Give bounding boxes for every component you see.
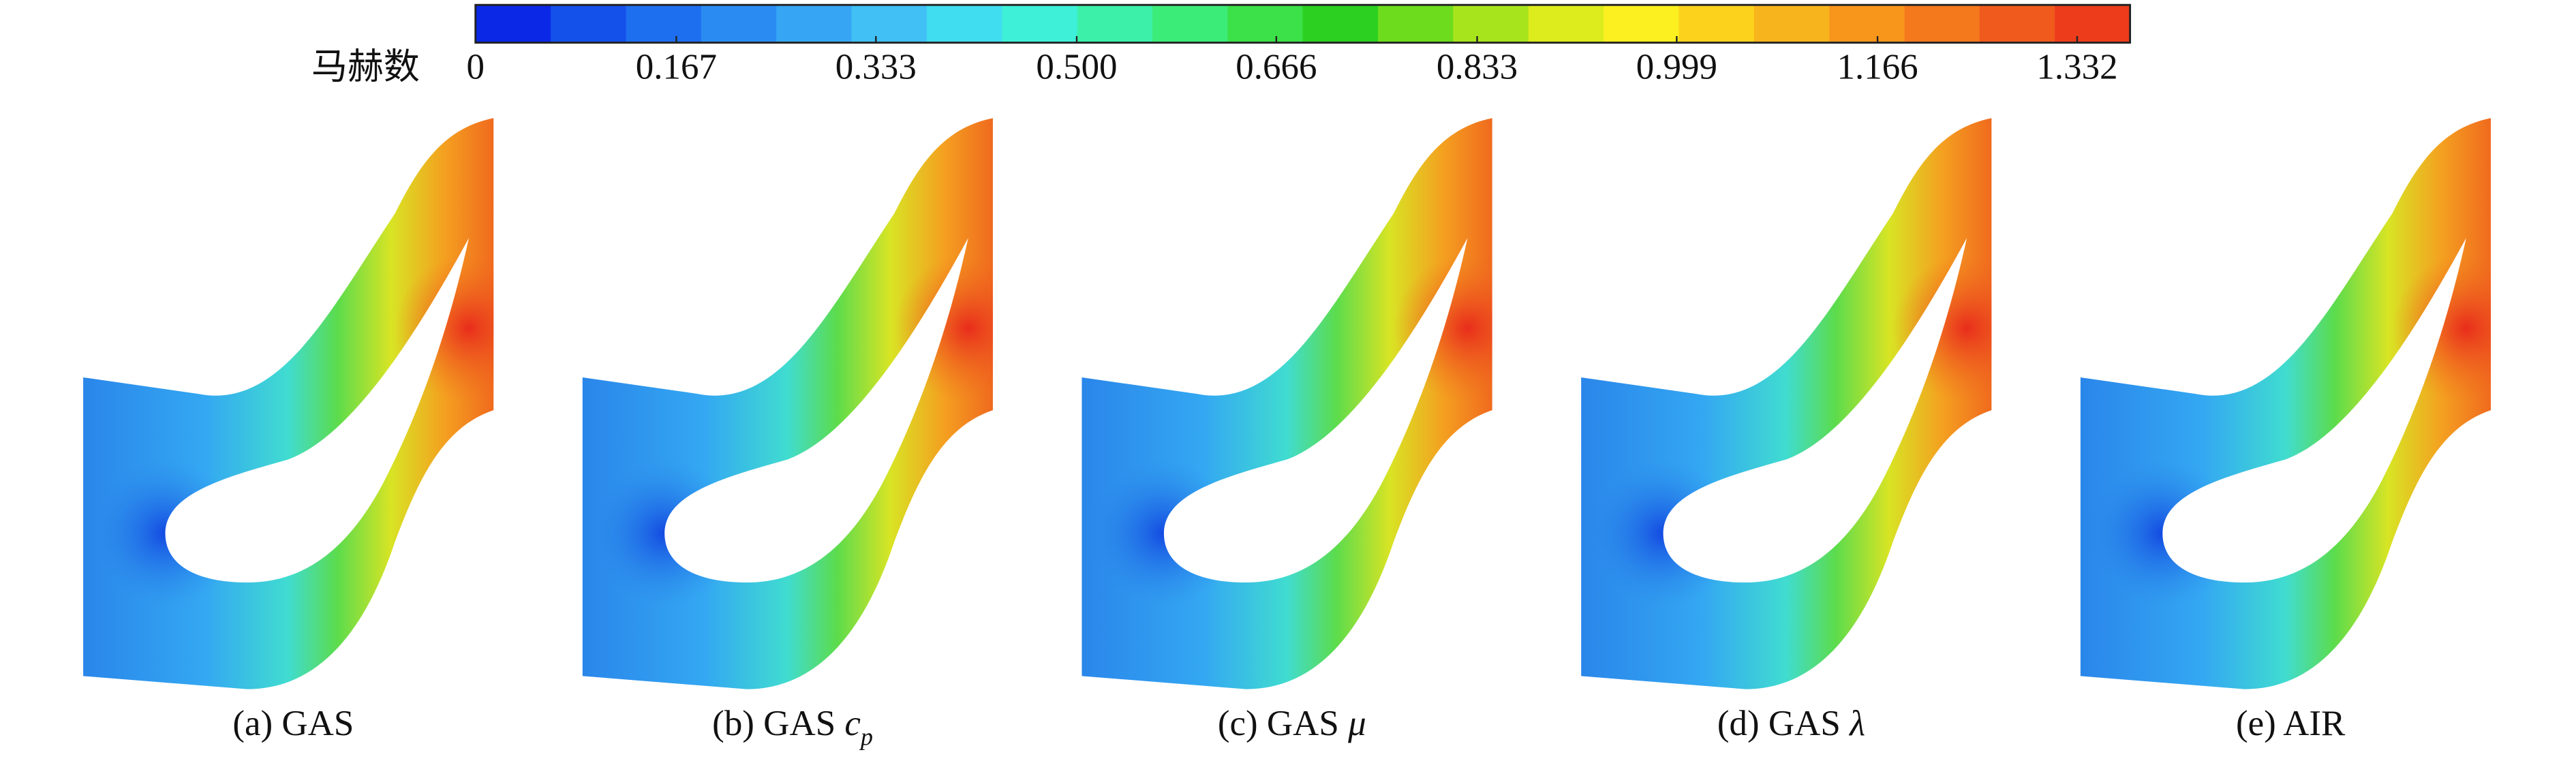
colorbar-band [1378, 5, 1454, 43]
caption-text: (d) GAS [1717, 704, 1841, 743]
colorbar-tick-label: 0.167 [636, 48, 717, 87]
colorbar-tick-label: 0.666 [1236, 48, 1317, 87]
caption-subscript: p [859, 723, 873, 751]
caption-symbol: μ [1347, 704, 1366, 743]
colorbar-band [1152, 5, 1229, 43]
mach-contour [1082, 118, 1492, 689]
colorbar-band [776, 5, 853, 43]
colorbar-band [701, 5, 778, 43]
panel: (d) GAS λ [1581, 118, 1992, 743]
colorbar-band [1829, 5, 1905, 43]
caption-symbol: c [844, 704, 861, 743]
colorbar-band [475, 5, 552, 43]
colorbar-band [1302, 5, 1379, 43]
colorbar-band [551, 5, 627, 43]
colorbar-band [1453, 5, 1529, 43]
colorbar-tick-label: 0.833 [1437, 48, 1518, 87]
colorbar-frame [474, 3, 2132, 44]
panel-caption: (e) AIR [2236, 704, 2346, 743]
colorbar-tick-label: 1.332 [2036, 48, 2117, 87]
mach-contour [582, 118, 993, 689]
colorbar-tick-label: 0 [466, 48, 484, 87]
caption-symbol: λ [1848, 704, 1865, 743]
colorbar-band [1002, 5, 1078, 43]
panel-caption: (d) GAS λ [1717, 704, 1865, 743]
mach-contour [1581, 118, 1992, 689]
colorbar-band [851, 5, 928, 43]
panel-caption: (b) GAS cp [712, 704, 873, 750]
colorbar-band [1979, 5, 2056, 43]
colorbar-band [1753, 5, 1830, 43]
mach-contour [2080, 118, 2491, 689]
caption-text: (a) GAS [232, 704, 354, 743]
colorbar-band [1904, 5, 1981, 43]
panel: (e) AIR [2080, 118, 2491, 743]
panel: (b) GAS cp [582, 118, 993, 751]
panel-caption: (c) GAS μ [1218, 704, 1366, 743]
panel: (c) GAS μ [1082, 118, 1492, 743]
colorbar-tick-label: 0.500 [1036, 48, 1117, 87]
colorbar-tick-label: 1.166 [1837, 48, 1918, 87]
caption-text: (c) GAS [1218, 704, 1339, 743]
colorbar-band [2055, 5, 2131, 43]
colorbar-band [1077, 5, 1154, 43]
caption-text: (e) AIR [2236, 704, 2346, 743]
colorbar-band [1227, 5, 1304, 43]
mach-contour [83, 118, 494, 689]
colorbar-tick-label: 0.999 [1636, 48, 1717, 87]
colorbar-band [626, 5, 703, 43]
panel-caption: (a) GAS [232, 704, 354, 743]
colorbar-label: 马赫数 [311, 48, 420, 87]
colorbar-band [1604, 5, 1680, 43]
colorbar-band [1528, 5, 1605, 43]
panel: (a) GAS [83, 118, 494, 743]
colorbar-tick-label: 0.333 [835, 48, 917, 87]
caption-text: (b) GAS [712, 704, 835, 743]
colorbar-band [1678, 5, 1755, 43]
colorbar-band [926, 5, 1003, 43]
